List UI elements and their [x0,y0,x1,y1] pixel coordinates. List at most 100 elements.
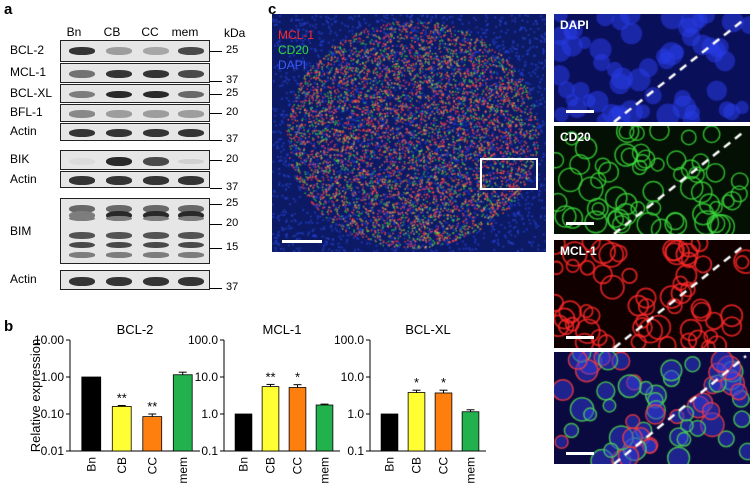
mw-tick [210,81,222,82]
blot-band [69,252,95,258]
panel-letter-c: c [268,1,277,18]
mw-marker: 37 [226,133,239,145]
mw-tick [210,288,222,289]
blot-band [106,216,132,222]
blot-band [143,70,169,78]
blot-band [106,90,132,99]
blot-band [143,216,169,222]
channel-legend: MCL-1 CD20 DAPI [278,28,314,73]
blot-band [106,110,132,118]
blot-row-label: BFL-1 [10,105,43,119]
significance-mark: ** [147,399,157,414]
inset-cd20-image [554,126,750,234]
scale-bar [566,110,594,113]
category-label: mem [176,457,190,484]
blot-row-label: BCL-XL [10,85,53,100]
mw-tick [210,93,222,95]
blot-band [178,176,204,185]
category-label: CC [437,457,451,475]
bar [315,404,334,452]
blot-band [178,241,204,249]
scale-bar [566,452,594,455]
y-tick-label: 10.00 [34,333,64,347]
bar [407,392,426,452]
significance-mark: ** [117,390,127,405]
blot-row-label: Actin [10,272,37,286]
inset-merge [554,352,750,464]
blot-band [143,90,169,99]
bar [234,413,253,452]
category-label: Bn [383,457,397,472]
lane-label: Bn [66,25,82,39]
blot-strip [60,150,210,170]
blot-band [178,70,204,78]
scale-bar [566,336,594,339]
bar [261,386,280,452]
blot-row-label: Actin [10,124,37,138]
mw-tick [210,113,222,114]
mw-marker: 37 [226,74,239,86]
y-axis-label: Relative expression [28,339,43,452]
y-tick-label: 100.0 [188,333,218,347]
blot-band [106,128,132,138]
panel-letter-b: b [4,318,14,335]
category-label: mem [464,457,478,484]
mw-marker: 25 [226,197,239,209]
bar [142,416,163,452]
blot-band [69,241,95,249]
lane-label: CC [141,25,159,39]
blot-band [143,210,169,221]
blot-row-label: Actin [10,171,37,186]
y-tick-label: 100.0 [334,333,364,347]
inset-dapi: DAPI [554,14,750,122]
mw-tick [210,187,222,189]
blot-band [69,276,95,286]
significance-mark: * [414,375,419,390]
blot-band [106,156,132,166]
blot-band [178,252,204,258]
blot-band [69,204,95,213]
mw-tick [210,51,222,52]
blot-band [143,128,169,138]
blot-band [143,204,169,213]
blot-band [178,110,204,118]
mw-tick [210,160,222,161]
bar [434,392,453,452]
blot-row-label: BCL-2 [10,43,45,57]
blot-band [69,47,95,55]
mw-tick [210,248,222,249]
mw-marker: 15 [226,241,239,253]
y-tick-label: 0.1 [201,444,218,458]
blot-band [143,47,169,55]
bar [81,376,102,452]
blot-band [69,110,95,118]
blot-band [178,128,204,138]
blot-band [69,232,95,239]
significance-mark: ** [265,369,275,384]
blot-strip [60,104,210,122]
inset-mcl1: MCL-1 [554,240,750,348]
category-label: Bn [84,457,98,472]
y-tick-label: 0.1 [347,444,364,458]
blot-band [143,276,169,286]
blot-band [178,47,204,55]
lane-label: CB [103,25,121,39]
legend-dapi: DAPI [278,58,307,72]
significance-mark: * [441,375,446,390]
blot-strip [60,123,210,141]
inset-cd20: CD20 [554,126,750,234]
blot-band [178,216,204,222]
chart-title: BCL-2 [117,322,154,337]
blot-band [143,176,169,185]
mw-tick [210,224,222,225]
blot-row-label: BIK [10,152,30,166]
blot-strip [60,171,210,188]
blot-strip [60,270,210,290]
bar [111,406,132,452]
significance-mark: * [295,370,300,385]
blot-band [69,70,95,78]
inset-merge-image [554,352,750,464]
blot-band [178,90,204,99]
mw-tick [210,140,222,141]
